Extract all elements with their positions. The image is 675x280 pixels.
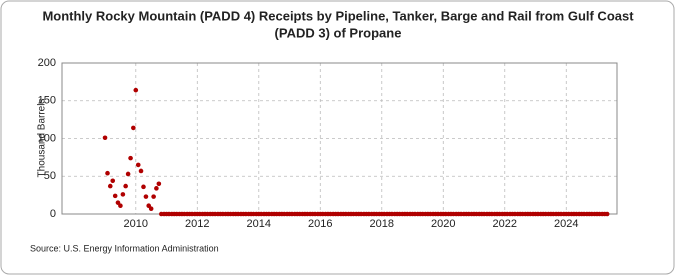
x-tick-label: 2014 (247, 218, 271, 230)
y-tick-label: 150 (38, 95, 56, 107)
point (135, 162, 141, 168)
point (118, 203, 123, 208)
point (125, 171, 131, 177)
point (156, 181, 162, 187)
point (110, 178, 116, 184)
point (120, 192, 126, 197)
x-tick-label: 2010 (124, 218, 148, 230)
x-tick-label: 2020 (431, 218, 455, 230)
point (102, 135, 108, 141)
point (141, 184, 146, 190)
y-tick-label: 0 (50, 208, 56, 220)
y-tick-label: 200 (38, 57, 56, 69)
point (133, 87, 139, 93)
point (131, 125, 136, 131)
source: Source: U.S. Energy Information Administ… (30, 243, 219, 253)
point (138, 168, 144, 174)
point (148, 206, 154, 212)
point (123, 183, 128, 189)
y-axis-label: Thousand Barrels (37, 99, 48, 178)
x-tick-label: 2024 (554, 218, 578, 230)
y-tick-label: 50 (44, 170, 56, 182)
y-tick-label: 100 (38, 132, 56, 144)
point (143, 194, 149, 199)
point (154, 186, 159, 191)
point (105, 170, 110, 176)
x-tick-label: 2018 (370, 218, 394, 230)
point (604, 211, 610, 217)
point (107, 183, 113, 189)
x-tick-label: 2022 (493, 218, 517, 230)
point (112, 193, 118, 199)
point (151, 194, 156, 199)
chart-title: (PADD 3) of Propane (275, 25, 402, 40)
x-tick-label: 2012 (185, 218, 209, 230)
chart-title: Monthly Rocky Mountain (PADD 4) Receipts… (42, 8, 634, 23)
x-tick-label: 2016 (308, 218, 332, 230)
point (128, 155, 133, 161)
